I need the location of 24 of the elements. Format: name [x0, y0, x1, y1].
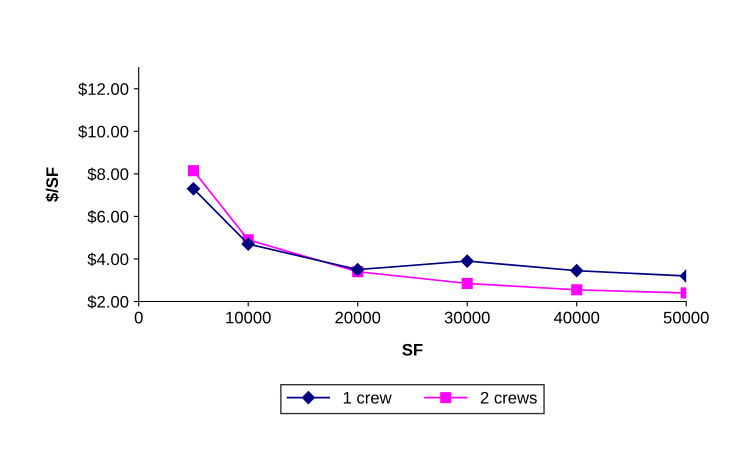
x-tick-label: 20000: [335, 312, 380, 324]
x-tick-label: 0: [134, 312, 143, 324]
y-tick-label: $10.00: [78, 125, 128, 139]
point: [571, 284, 582, 296]
x-tick-label: 40000: [554, 312, 600, 324]
legend-label: 2 crews: [480, 392, 537, 404]
y-tick-label: $12.00: [78, 82, 128, 96]
x-axis-title: SF: [402, 344, 422, 356]
x-tick-label: 10000: [226, 312, 271, 324]
y-tick-label: $4.00: [87, 252, 128, 266]
point: [351, 263, 364, 276]
point: [188, 165, 200, 176]
point: [186, 182, 200, 196]
point: [242, 237, 255, 251]
y-tick-label: $2.00: [87, 295, 128, 309]
point: [460, 254, 474, 268]
y-tick-label: $6.00: [87, 210, 128, 224]
legend-label: 1 crew: [344, 392, 392, 404]
y-axis-title: $/SF: [46, 168, 60, 202]
x-tick-label: 30000: [444, 312, 490, 324]
point: [462, 278, 473, 289]
point: [570, 264, 584, 278]
y-tick-label: $8.00: [87, 168, 128, 182]
x-tick-label: 50000: [664, 312, 709, 324]
